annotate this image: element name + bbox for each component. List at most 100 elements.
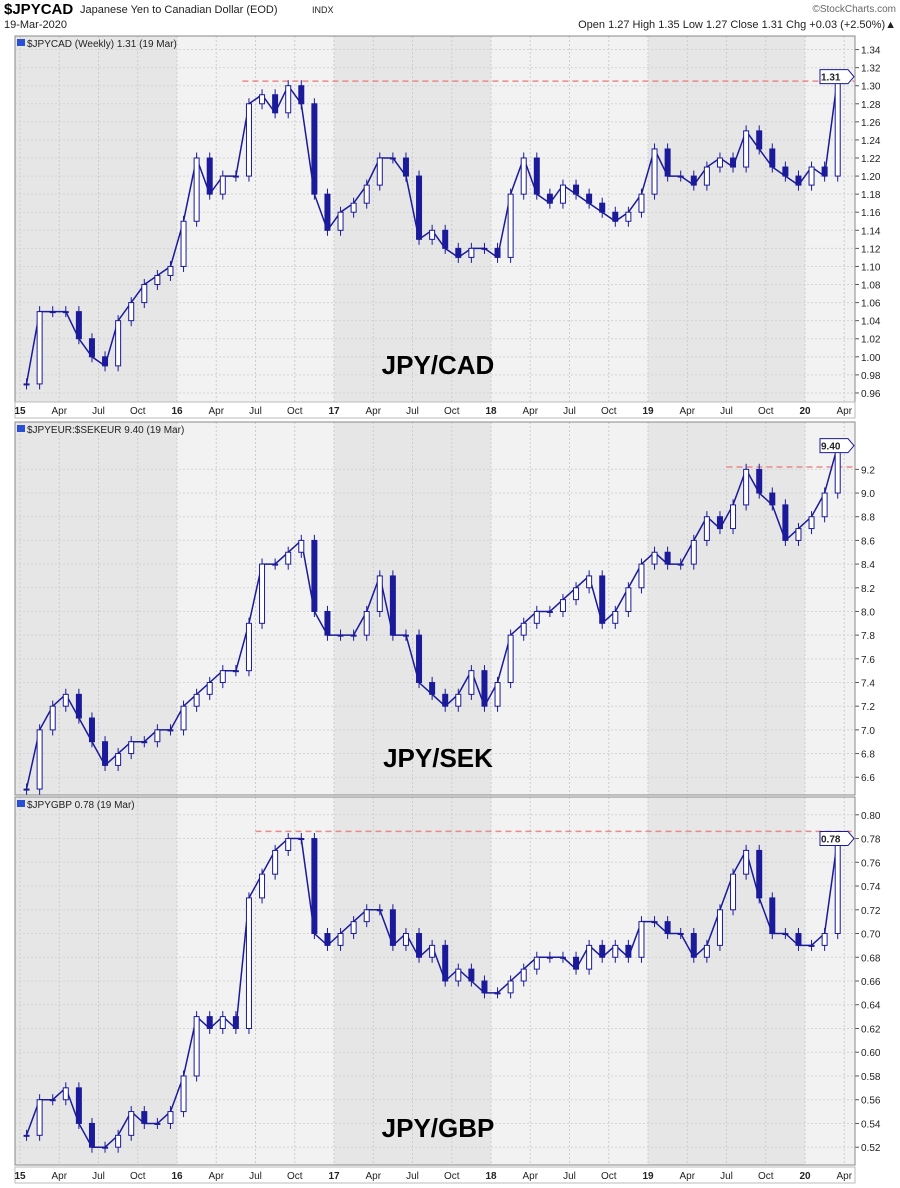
candle xyxy=(232,1016,239,1029)
candle xyxy=(88,717,95,743)
candle xyxy=(324,610,331,636)
candle xyxy=(259,873,266,899)
y-tick-label: 1.32 xyxy=(861,64,881,75)
candle xyxy=(49,705,56,731)
candle xyxy=(507,193,514,258)
year-band xyxy=(648,36,805,402)
y-tick-label: 1.28 xyxy=(861,100,881,111)
candle xyxy=(651,551,658,565)
candle xyxy=(494,247,501,258)
y-tick-label: 1.20 xyxy=(861,172,881,183)
candle xyxy=(533,610,540,624)
last-value: 9.40 xyxy=(821,442,841,453)
x-tick-label: Oct xyxy=(601,406,617,417)
candle xyxy=(23,788,30,791)
candle xyxy=(651,921,658,924)
candle xyxy=(376,157,383,186)
candle xyxy=(533,157,540,195)
candle xyxy=(690,539,697,565)
candle xyxy=(206,1016,213,1029)
candle xyxy=(690,933,697,958)
candle xyxy=(62,311,69,314)
x-tick-label: Apr xyxy=(522,406,538,417)
candle xyxy=(272,94,279,114)
candle xyxy=(36,311,43,385)
candle xyxy=(259,563,266,624)
y-tick-label: 0.74 xyxy=(861,882,881,893)
candle xyxy=(468,968,475,982)
candle xyxy=(154,1122,161,1125)
year-band xyxy=(20,36,177,402)
candle xyxy=(559,956,566,959)
candle xyxy=(402,933,409,946)
candle xyxy=(245,622,252,672)
x-tick-label: Apr xyxy=(365,406,381,417)
x-tick-label: 16 xyxy=(171,1171,183,1182)
candle xyxy=(716,516,723,530)
y-tick-label: 0.56 xyxy=(861,1096,881,1107)
y-tick-label: 8.6 xyxy=(861,536,875,547)
candle xyxy=(337,634,344,637)
year-band xyxy=(15,36,20,402)
candle xyxy=(75,311,82,340)
y-tick-label: 0.76 xyxy=(861,858,881,869)
quote: Open 1.27 High 1.35 Low 1.27 Close 1.31 … xyxy=(578,19,896,31)
panel-1: 1.34 1.32 1.30 1.28 1.26 1.24 1.22 1.20 1.18 1.16… xyxy=(14,35,881,403)
year-band xyxy=(177,422,334,795)
candle xyxy=(481,247,488,250)
x-tick-label: 16 xyxy=(171,406,183,417)
candle xyxy=(88,1122,95,1148)
candle xyxy=(586,193,593,204)
y-tick-label: 9.2 xyxy=(861,465,875,476)
candle xyxy=(389,575,396,636)
x-tick-label: Apr xyxy=(836,406,852,417)
candle xyxy=(703,516,710,541)
last-value: 1.31 xyxy=(821,73,841,84)
panel-3: 0.80 0.78 0.76 0.74 0.72 0.70 0.68 0.66 0.64 0.62… xyxy=(14,796,881,1166)
candle xyxy=(625,944,632,958)
candle xyxy=(769,148,776,168)
candle xyxy=(821,933,828,946)
chart-annotation: JPY/CAD xyxy=(382,350,495,380)
y-tick-label: 1.08 xyxy=(861,281,881,292)
x-tick-label: 20 xyxy=(799,1171,811,1182)
candle xyxy=(75,693,82,719)
candle xyxy=(350,634,357,637)
candle xyxy=(494,992,501,995)
candle xyxy=(62,1087,69,1101)
y-tick-label: 1.34 xyxy=(861,46,881,57)
y-tick-label: 1.14 xyxy=(861,226,881,237)
candle xyxy=(154,274,161,286)
y-tick-label: 1.10 xyxy=(861,262,881,273)
candle xyxy=(102,356,109,367)
candle xyxy=(285,838,292,851)
x-axis-strip xyxy=(14,1166,856,1184)
candle xyxy=(219,175,226,195)
candle xyxy=(115,1134,122,1148)
candle xyxy=(546,610,553,613)
y-tick-label: 0.98 xyxy=(861,371,881,382)
x-tick-label: 18 xyxy=(485,1171,497,1182)
series-legend: $JPYCAD (Weekly) 1.31 (19 Mar) xyxy=(27,39,177,50)
candle xyxy=(259,94,266,105)
panel-2: 9.2 9.0 8.8 8.6 8.4 8.2 8.0 7.8 7.6 7.4 7.2 7.0 6.8 6… xyxy=(14,421,875,796)
candle xyxy=(442,693,449,707)
x-tick-label: Jul xyxy=(563,406,576,417)
x-tick-label: Oct xyxy=(758,1171,774,1182)
candle xyxy=(298,838,305,841)
y-tick-label: 0.66 xyxy=(861,977,881,988)
year-band xyxy=(15,422,20,795)
candle xyxy=(599,575,606,624)
candle xyxy=(337,933,344,946)
candle xyxy=(115,753,122,766)
candle xyxy=(664,551,671,565)
year-band xyxy=(334,36,491,402)
candle xyxy=(481,980,488,994)
candle xyxy=(102,1146,109,1149)
candle xyxy=(481,670,488,707)
candle xyxy=(141,1111,148,1124)
candle xyxy=(782,166,789,177)
x-tick-label: Apr xyxy=(51,406,67,417)
candle xyxy=(193,693,200,707)
candle xyxy=(311,103,318,195)
